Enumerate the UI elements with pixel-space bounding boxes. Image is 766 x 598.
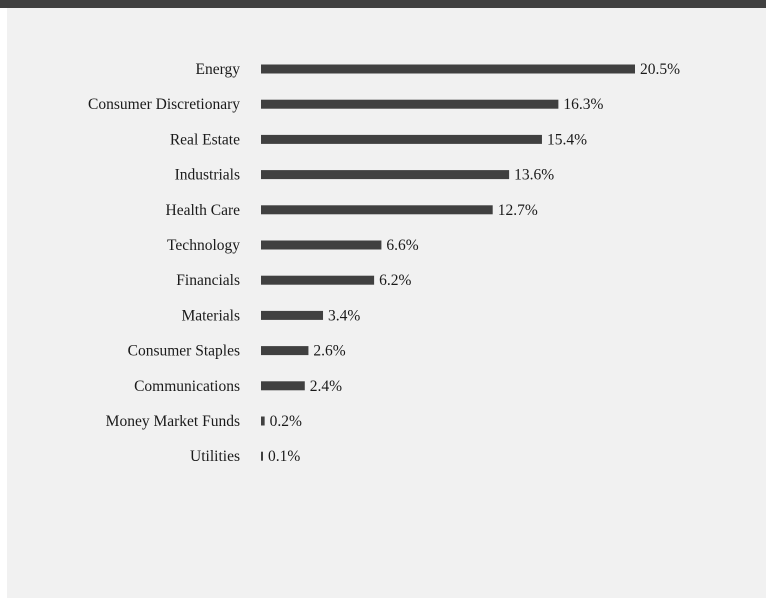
bar-row-health-care: Health Care 12.7% (166, 202, 538, 219)
category-label: Financials (176, 272, 240, 289)
category-label: Consumer Staples (128, 343, 240, 360)
value-label: 12.7% (498, 202, 538, 219)
bar (261, 416, 265, 426)
chart-panel: Energy 20.5% Consumer Discretionary 16.3% Re… (7, 8, 766, 598)
bar-row-technology: Technology 6.6% (167, 237, 419, 254)
value-label: 16.3% (563, 96, 603, 113)
bar (261, 346, 309, 356)
bar (261, 64, 635, 74)
value-label: 0.1% (268, 448, 300, 465)
value-label: 15.4% (547, 131, 587, 148)
bar (261, 240, 382, 250)
bar (261, 134, 542, 144)
bar-row-financials: Financials 6.2% (176, 272, 411, 289)
bar (261, 170, 510, 180)
bar-row-industrials: Industrials 13.6% (175, 167, 555, 184)
bar (261, 381, 305, 391)
value-label: 0.2% (270, 413, 302, 430)
top-bar (0, 0, 766, 8)
bar (261, 99, 559, 109)
category-label: Industrials (175, 167, 240, 184)
value-label: 20.5% (640, 61, 680, 78)
bar-row-consumer-staples: Consumer Staples 2.6% (128, 343, 346, 360)
bar (261, 451, 263, 461)
bar-chart: Energy 20.5% Consumer Discretionary 16.3% Re… (88, 61, 681, 465)
category-label: Consumer Discretionary (88, 96, 240, 113)
value-label: 6.6% (386, 237, 418, 254)
bar-row-money-market-funds: Money Market Funds 0.2% (106, 413, 302, 430)
category-label: Money Market Funds (106, 413, 240, 430)
bar-row-consumer-discretionary: Consumer Discretionary 16.3% (88, 96, 603, 113)
value-label: 13.6% (514, 167, 554, 184)
category-label: Materials (181, 307, 240, 324)
bar-row-communications: Communications 2.4% (134, 378, 342, 395)
bar (261, 205, 493, 215)
bar-row-real-estate: Real Estate 15.4% (170, 131, 587, 148)
value-label: 2.4% (310, 378, 342, 395)
category-label: Utilities (190, 448, 240, 465)
bar-row-energy: Energy 20.5% (196, 61, 681, 78)
bar-row-utilities: Utilities 0.1% (190, 448, 300, 465)
value-label: 6.2% (379, 272, 411, 289)
bar (261, 275, 375, 285)
category-label: Energy (196, 61, 241, 78)
category-label: Technology (167, 237, 240, 254)
value-label: 2.6% (313, 343, 345, 360)
category-label: Health Care (166, 202, 241, 219)
category-label: Real Estate (170, 131, 240, 148)
bar (261, 310, 324, 320)
bar-row-materials: Materials 3.4% (181, 307, 360, 324)
value-label: 3.4% (328, 307, 360, 324)
category-label: Communications (134, 378, 240, 395)
